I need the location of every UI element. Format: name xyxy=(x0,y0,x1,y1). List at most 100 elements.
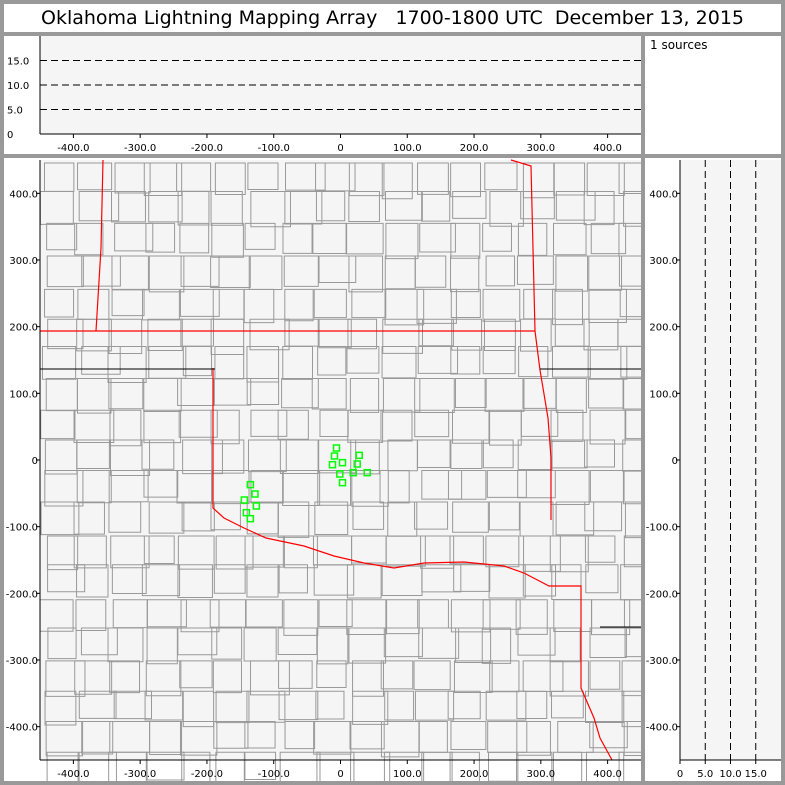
county-border xyxy=(177,564,213,599)
county-border xyxy=(584,535,616,563)
x-tick-label: -200.0 xyxy=(191,143,223,154)
x-tick-label: 10.0 xyxy=(719,769,741,780)
plan-view-map: 400.0 300.0 200.0 100.0 0 -100.0 -200.0 -300.0 -… xyxy=(6,159,665,785)
county-border xyxy=(45,721,84,757)
county-border xyxy=(588,288,627,323)
county-border xyxy=(417,162,449,195)
county-border xyxy=(284,191,323,225)
county-border xyxy=(277,627,318,656)
county-border xyxy=(347,409,384,443)
county-border xyxy=(111,564,147,595)
y-tick-label: -200.0 xyxy=(646,589,678,600)
y-tick-label: 200.0 xyxy=(9,323,38,334)
county-border xyxy=(555,501,595,536)
county-border xyxy=(210,501,241,531)
county-border xyxy=(380,721,420,758)
county-border xyxy=(74,222,104,256)
county-border xyxy=(182,346,213,377)
county-border xyxy=(317,346,347,376)
county-border xyxy=(482,222,512,252)
county-border xyxy=(552,751,583,785)
county-border xyxy=(455,627,492,664)
info-panel: 1 sources xyxy=(645,36,781,154)
county-border xyxy=(44,469,84,507)
county-border xyxy=(212,660,242,694)
y-tick-label: 300.0 xyxy=(9,256,38,267)
lma-station-marker xyxy=(338,478,347,487)
county-border xyxy=(148,191,183,223)
county-border xyxy=(146,627,178,665)
lma-station-marker xyxy=(240,496,249,504)
county-border xyxy=(250,191,291,228)
county-border xyxy=(145,222,176,253)
county-border xyxy=(178,409,218,438)
county-border xyxy=(589,469,625,503)
county-border xyxy=(47,318,84,350)
county-border xyxy=(421,191,451,222)
county-border xyxy=(182,439,223,475)
county-border xyxy=(45,660,86,697)
county-border xyxy=(352,660,384,697)
county-border xyxy=(180,318,214,347)
county-border xyxy=(482,439,514,469)
county-border xyxy=(46,535,79,571)
county-border xyxy=(248,255,283,290)
y-tick-label: 0 xyxy=(7,130,13,141)
county-border xyxy=(244,222,276,250)
county-border xyxy=(517,469,556,499)
x-tick-label: 400.0 xyxy=(593,769,622,780)
county-border xyxy=(244,721,276,749)
county-border xyxy=(418,318,454,347)
county-border xyxy=(585,564,619,594)
county-border xyxy=(148,501,185,534)
county-border xyxy=(419,222,456,253)
county-border xyxy=(278,564,308,594)
county-border xyxy=(555,378,587,413)
y-tick-label: -400.0 xyxy=(646,723,678,734)
county-border xyxy=(586,162,625,196)
county-border xyxy=(551,346,591,378)
county-border xyxy=(452,191,487,219)
county-border xyxy=(450,439,483,469)
state-border xyxy=(212,368,613,761)
county-border xyxy=(352,690,389,725)
county-border xyxy=(213,378,252,406)
county-border xyxy=(520,191,555,220)
county-border xyxy=(482,346,516,375)
county-border xyxy=(211,469,250,505)
county-border xyxy=(107,627,144,663)
county-border xyxy=(215,535,254,570)
county-border xyxy=(589,409,626,445)
county-border xyxy=(74,660,113,695)
county-border xyxy=(382,318,424,354)
county-border xyxy=(346,346,380,374)
county-border xyxy=(108,469,149,503)
county-border xyxy=(77,162,113,191)
county-border xyxy=(380,409,413,442)
county-border xyxy=(482,599,521,630)
county-border xyxy=(282,222,313,254)
county-border xyxy=(211,627,243,660)
county-border xyxy=(489,409,522,446)
x-tick-label: 15.0 xyxy=(745,769,767,780)
county-border xyxy=(210,255,251,289)
altitude-chart: 0 5.0 10.0 15.0 -400.0 -300.0 -200.0 -100.0 0 100… xyxy=(7,36,641,154)
county-border xyxy=(318,255,357,284)
y-tick-label: 400.0 xyxy=(9,189,38,200)
county-border xyxy=(278,690,319,721)
county-border xyxy=(76,564,109,598)
county-border xyxy=(590,222,627,255)
county-border xyxy=(108,501,142,533)
county-border xyxy=(549,627,581,663)
county-border xyxy=(484,162,518,191)
county-border xyxy=(380,660,414,690)
county-border xyxy=(114,162,151,194)
x-tick-label: -400.0 xyxy=(57,143,89,154)
county-border xyxy=(488,564,526,599)
county-border xyxy=(81,721,114,755)
county-border xyxy=(482,288,521,322)
county-border xyxy=(348,255,384,293)
x-tick-label: 200.0 xyxy=(460,769,489,780)
county-border xyxy=(453,660,493,693)
county-border xyxy=(141,439,175,470)
